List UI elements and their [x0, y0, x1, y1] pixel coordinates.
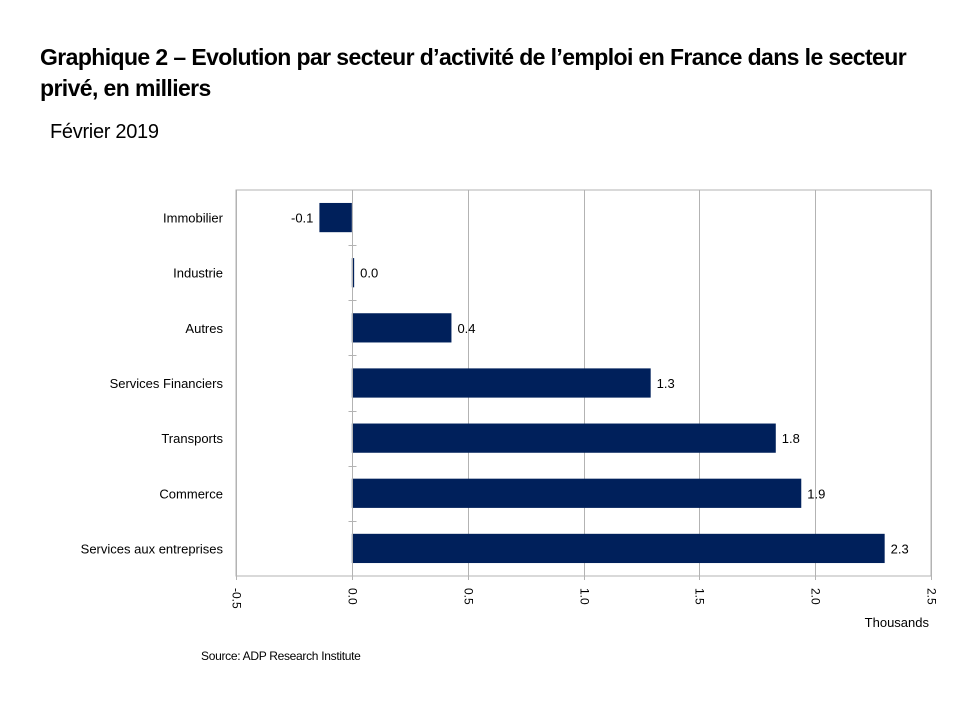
x-tick-label: 0.0	[346, 588, 360, 605]
plot-area-border	[235, 189, 932, 577]
x-tick-label: 2.0	[809, 588, 823, 605]
source-note: Source: ADP Research Institute	[201, 649, 361, 663]
bar	[351, 533, 885, 564]
data-label: -0.1	[291, 211, 313, 226]
data-label: 1.9	[807, 486, 825, 501]
category-label: Services Financiers	[110, 376, 224, 391]
chart-subtitle: Février 2019	[50, 121, 159, 143]
data-label: 0.4	[457, 321, 475, 336]
x-tick-label: 0.5	[462, 588, 476, 605]
bar	[351, 313, 452, 343]
category-label: Autres	[185, 321, 223, 336]
x-tick-label: 2.5	[925, 588, 939, 605]
bar	[351, 478, 802, 508]
bars: -0.1 0.0 0.4 1.3 1.8 1.9 2.3	[291, 202, 909, 564]
category-label: Transports	[161, 431, 223, 446]
bar	[319, 202, 352, 233]
category-label: Commerce	[159, 486, 223, 501]
data-label: 0.0	[360, 266, 378, 281]
data-label: 1.3	[657, 376, 675, 391]
bar	[351, 423, 776, 453]
category-label: Industrie	[173, 266, 223, 281]
bar	[351, 368, 651, 398]
category-label: Services aux entreprises	[81, 541, 224, 556]
category-label: Immobilier	[163, 211, 224, 226]
data-label: 1.8	[782, 431, 800, 446]
axes: -0.5 0.0 0.5 1.0 1.5 2.0 2.5 Immobilier Industri…	[81, 190, 939, 609]
x-tick-label: 1.0	[578, 588, 592, 605]
x-tick-label: 1.5	[693, 588, 707, 605]
chart-title: Graphique 2 – Evolution par secteur d’ac…	[40, 44, 907, 101]
x-axis-label: Thousands	[865, 615, 930, 630]
data-label: 2.3	[891, 541, 909, 556]
x-tick-label: -0.5	[230, 588, 244, 609]
